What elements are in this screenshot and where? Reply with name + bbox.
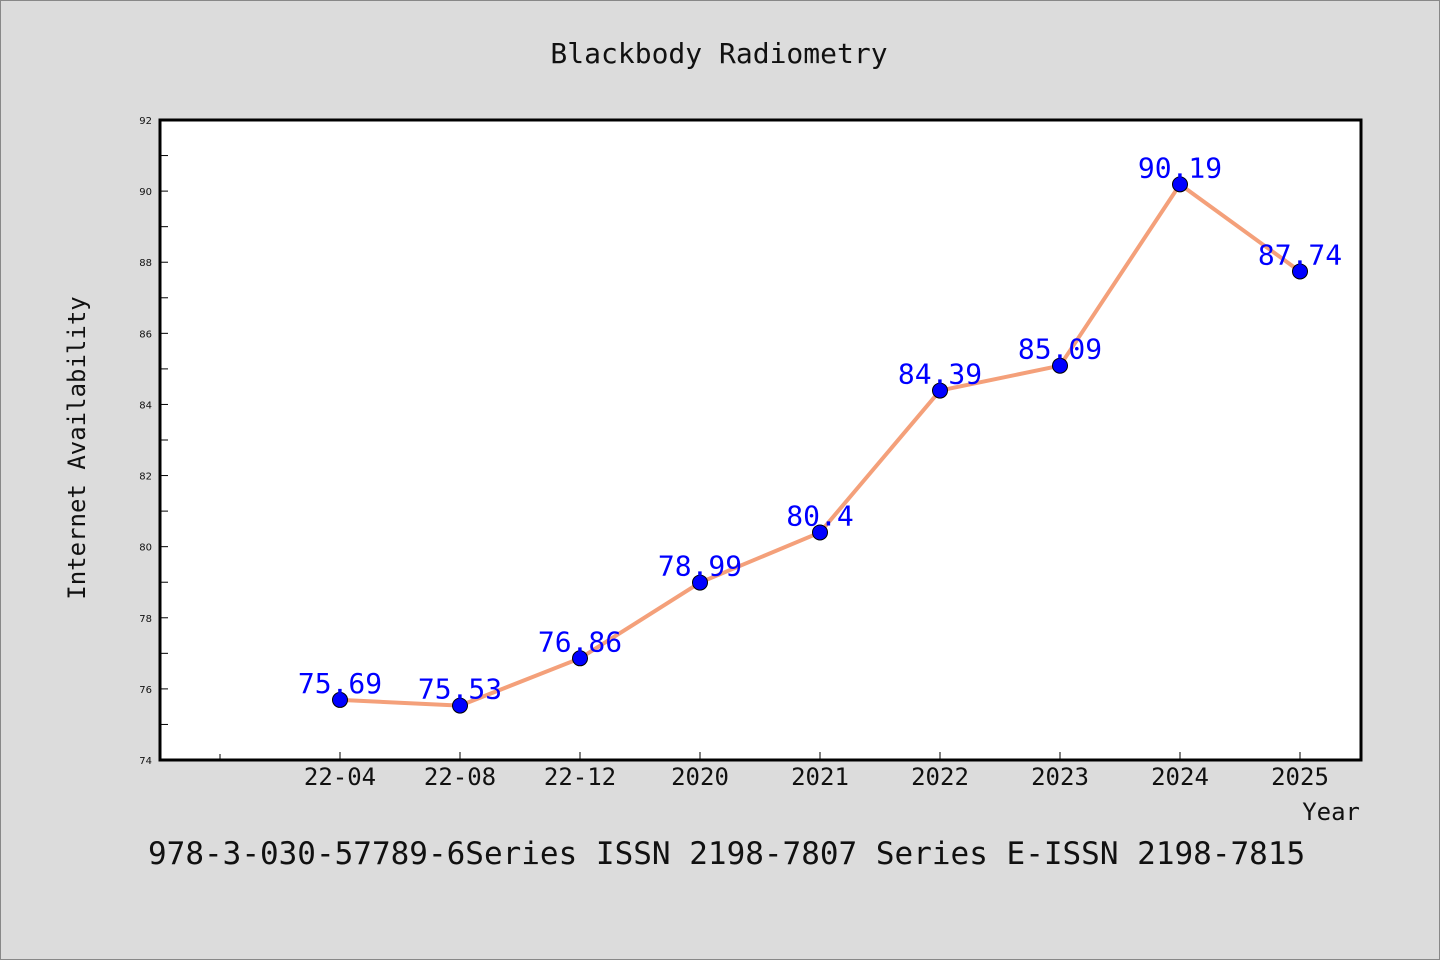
- x-tick-label: 22-04: [304, 763, 376, 791]
- data-label: 80.4: [786, 499, 853, 532]
- y-axis-ticks: 74 76 78 80 82 84 86 88 90 92: [139, 116, 168, 767]
- data-point: [572, 650, 588, 667]
- y-tick-label: 84: [139, 400, 152, 411]
- y-axis-label: Internet Availability: [63, 296, 91, 599]
- x-tick-label: 2020: [671, 763, 729, 791]
- y-tick-label: 86: [139, 329, 152, 340]
- data-point: [932, 382, 948, 399]
- x-tick-label: 2022: [911, 763, 969, 791]
- x-tick-label: 2024: [1151, 763, 1209, 791]
- y-tick-label: 74: [139, 756, 152, 767]
- x-tick-label: 22-08: [424, 763, 496, 791]
- chart-title: Blackbody Radiometry: [550, 37, 887, 70]
- data-label: 84.39: [898, 358, 982, 391]
- y-tick-label: 88: [139, 258, 152, 269]
- data-labels: 75.69 75.53 76.86 78.99 80.4 84.39 85.09 90.19 8…: [298, 151, 1342, 705]
- data-point: [452, 697, 468, 714]
- data-point: [1292, 263, 1308, 280]
- y-tick-label: 78: [139, 614, 152, 625]
- data-label: 75.69: [298, 667, 382, 700]
- y-tick-label: 82: [139, 472, 152, 483]
- x-tick-label: 2021: [791, 763, 849, 791]
- data-point: [1052, 357, 1068, 374]
- plot-frame: [158, 118, 1363, 762]
- plot-area: [160, 120, 1361, 760]
- data-point: [332, 691, 348, 708]
- y-tick-label: 76: [139, 685, 152, 696]
- data-label: 78.99: [658, 550, 742, 583]
- data-label: 87.74: [1258, 238, 1342, 271]
- x-tick-label: 22-12: [544, 763, 616, 791]
- data-label: 76.86: [538, 625, 622, 658]
- data-point: [692, 574, 708, 591]
- x-tick-label: 2025: [1271, 763, 1329, 791]
- y-tick-label: 90: [139, 187, 152, 198]
- data-label: 85.09: [1018, 333, 1102, 366]
- data-series: [332, 176, 1308, 714]
- data-point: [1172, 176, 1188, 193]
- x-axis-label: Year: [1302, 798, 1360, 826]
- y-tick-label: 80: [139, 543, 152, 554]
- data-point: [812, 524, 828, 541]
- data-label: 75.53: [418, 673, 502, 706]
- x-axis-ticks: 22-04 22-08 22-12 2020 2021 2022 2023 2024 2025: [219, 752, 1329, 791]
- x-tick-label: 2023: [1031, 763, 1089, 791]
- y-tick-label: 92: [139, 116, 152, 127]
- footer-text: 978-3-030-57789-6Series ISSN 2198-7807 S…: [148, 836, 1305, 872]
- data-label: 90.19: [1138, 151, 1222, 184]
